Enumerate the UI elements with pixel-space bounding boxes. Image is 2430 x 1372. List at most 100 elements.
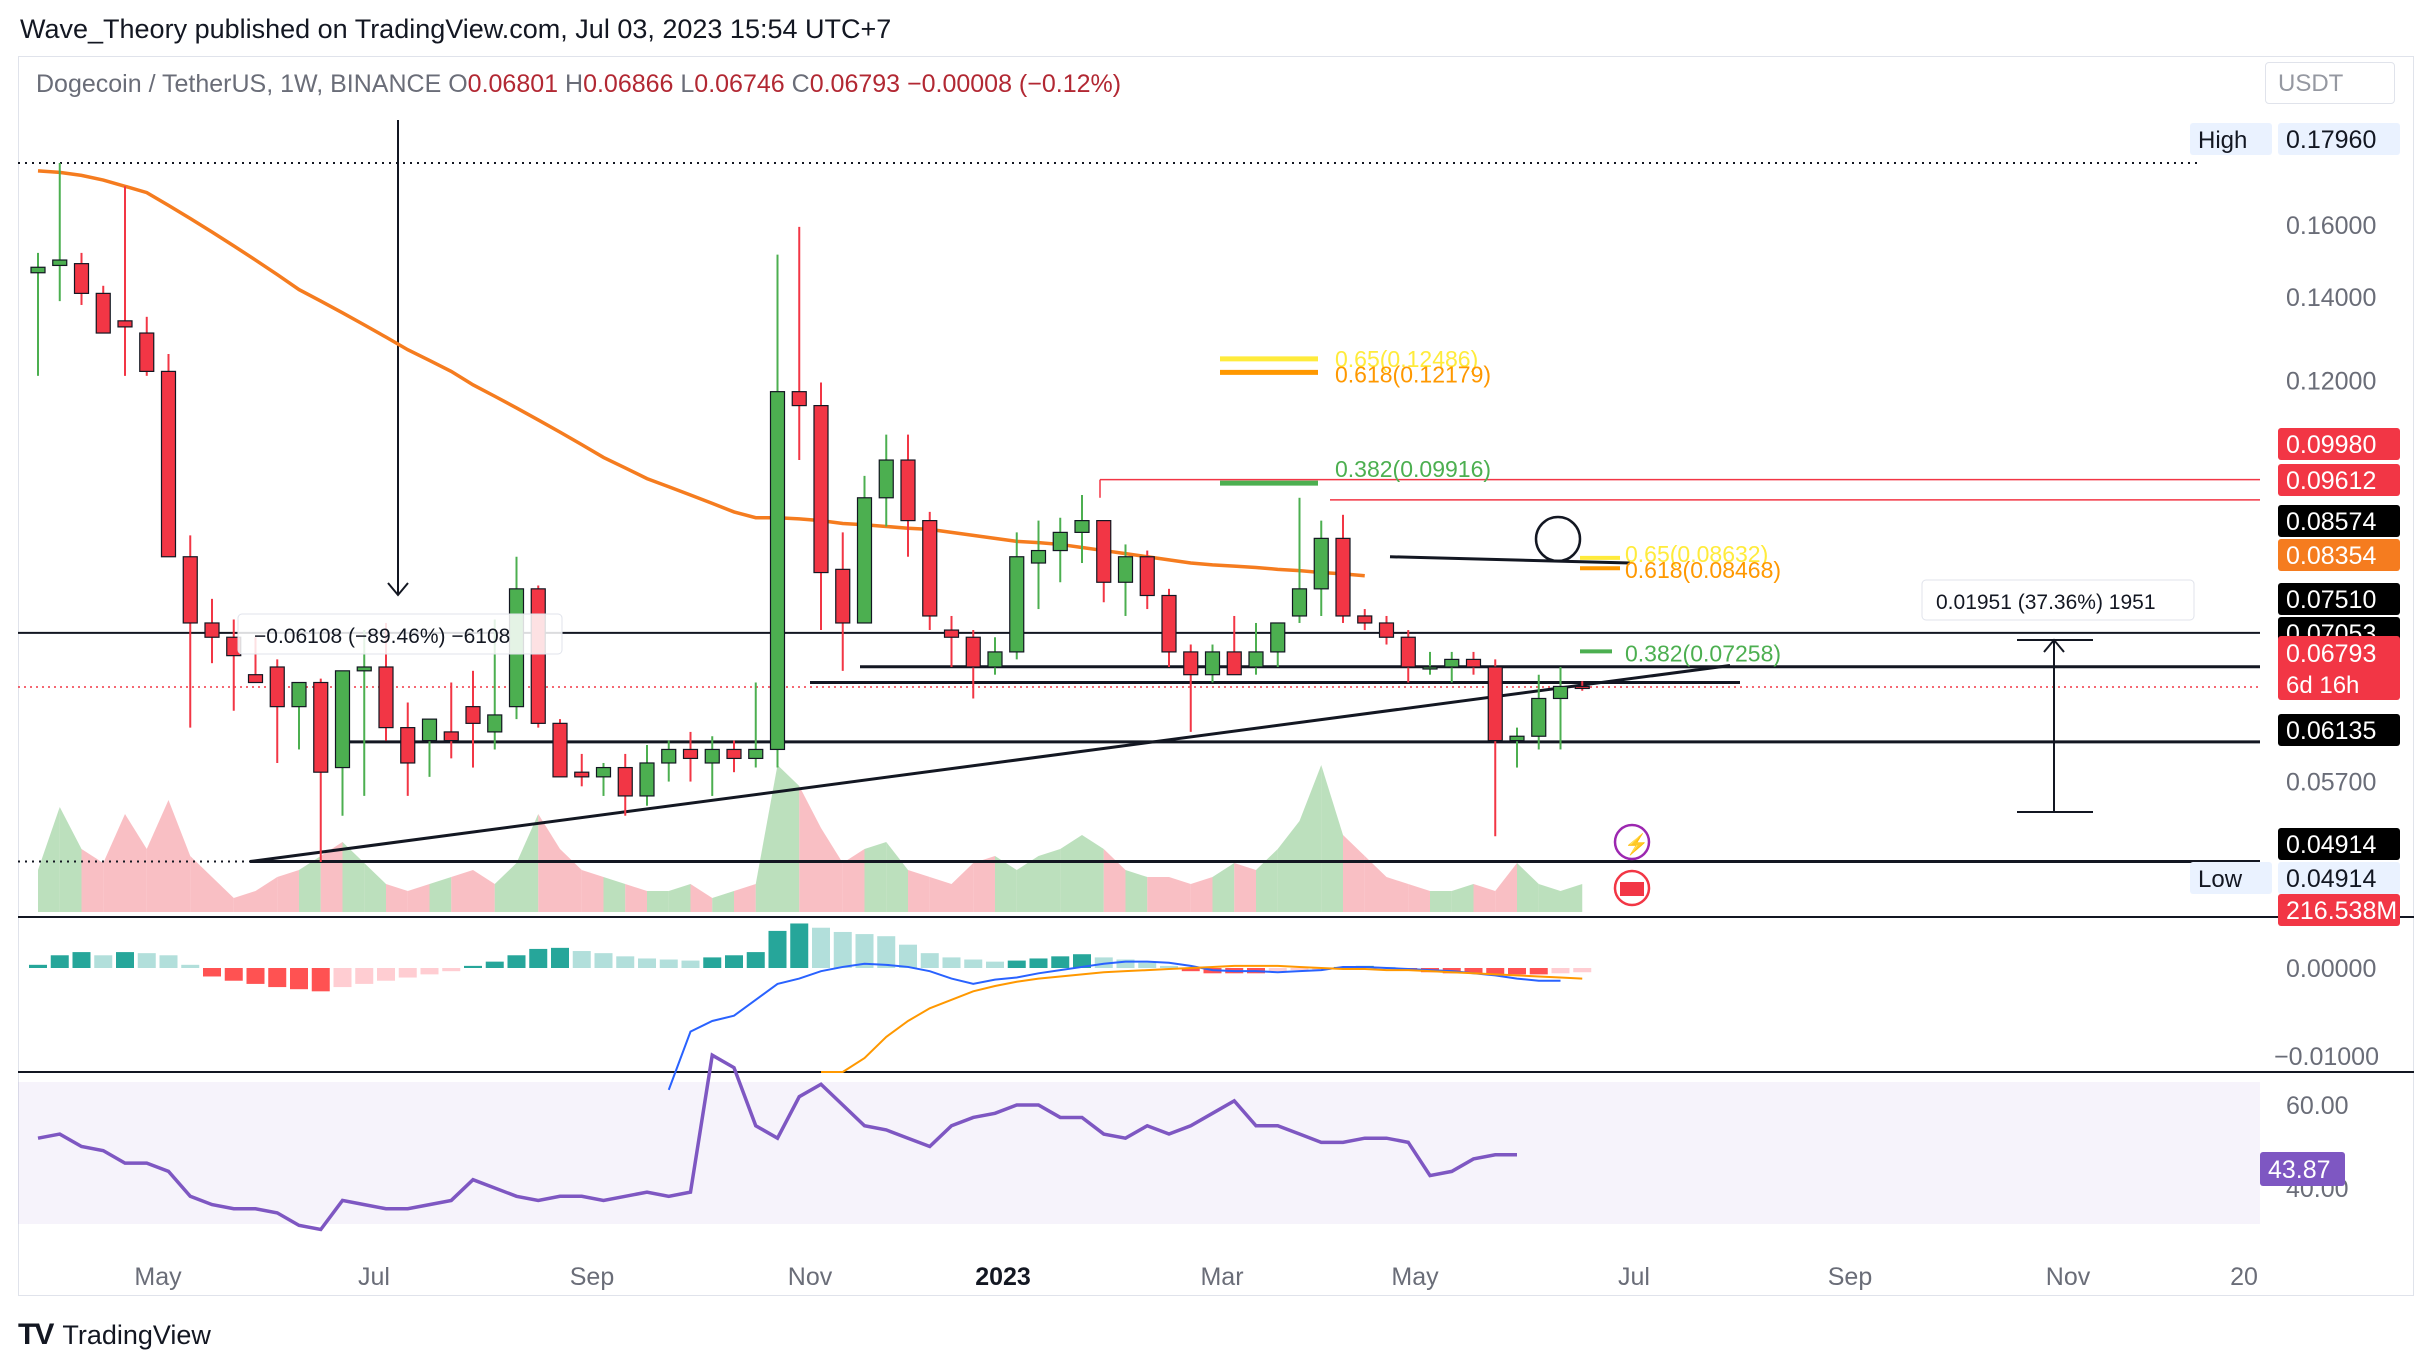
candle [160,354,177,558]
time-tick-label: May [134,1263,182,1291]
candle [1052,517,1068,583]
volume-area-segment [995,856,1017,912]
macd-histogram-bar [94,955,113,968]
tradingview-brand[interactable]: TradingView [62,1319,211,1350]
volume-area-segment [690,884,713,912]
chart-frame [18,56,2414,1296]
candle [726,740,742,773]
candle-body [1552,685,1569,700]
price-label-bg [2278,862,2400,894]
candle-body [356,666,372,672]
volume-area-segment [1234,863,1256,912]
price-label: 0.09980 [2278,428,2400,460]
candle [574,753,590,787]
volume-area-segment [1299,765,1322,912]
macd-histogram-bar [485,961,504,968]
candle-body [117,320,133,328]
volume-area-segment [712,891,734,912]
volume-area-segment [1495,863,1517,912]
macd-histogram-bar [1268,968,1287,972]
candle [182,535,198,728]
macd-histogram-bar [398,968,417,978]
macd-histogram-bar [899,944,917,968]
candle-body [791,391,807,407]
price-label-bg [2278,636,2400,700]
candle-body [748,748,764,760]
candle [73,252,90,305]
measure-left-label: −0.06108 (−89.46%) −6108 [254,625,510,648]
volume-area-segment [1321,765,1343,912]
tradingview-logo-icon: TV [18,1318,54,1351]
currency-selector[interactable]: USDT [2265,62,2395,104]
macd-histogram-bar [746,952,765,968]
macd-histogram-bar [833,931,852,968]
candle-body [1291,588,1308,617]
rising-trendline [249,663,1731,864]
candle [1487,659,1503,837]
publisher-header: Wave_Theory published on TradingView.com… [20,14,892,44]
candle-body [1117,556,1134,583]
volume-area-segment [755,765,778,912]
candle [682,731,699,782]
volume-area-segment [864,842,887,912]
macd-tick-label: 0.00000 [2286,955,2376,983]
candle-body [726,748,742,760]
macd-histogram-bar [920,953,939,968]
candle-body [682,748,699,760]
candle-body [465,706,481,724]
price-label-bg [2278,505,2400,537]
price-tag-text: Low [2198,866,2243,893]
candle-body [1161,594,1177,653]
volume-area-segment [299,856,321,912]
price-label-text: 0.07510 [2286,586,2376,614]
volume-area-segment [59,807,82,912]
macd-histogram-bar [50,955,69,968]
price-tick-label: 0.16000 [2286,212,2376,240]
price-label-text: 216.538M [2286,897,2397,925]
lightning-event-icon[interactable] [1613,823,1651,861]
time-tick-label: May [1391,1263,1439,1291]
price-label-text: 0.06793 [2286,640,2376,668]
macd-histogram-bar [137,953,156,968]
macd-histogram-bar [986,961,1004,968]
high-label: H [565,70,584,98]
candle [1117,544,1134,616]
candle [595,762,612,796]
macd-histogram-bar [1073,954,1091,968]
candle [1422,651,1438,675]
volume-area-segment [1060,835,1082,912]
candle [1204,644,1221,683]
measure-right-label: 0.01951 (37.36%) 1951 [1936,591,2156,614]
time-tick-label: Nov [788,1263,833,1291]
macd-histogram-bar [703,957,722,968]
candle-body [52,259,68,267]
price-label-text: 0.08574 [2286,508,2376,536]
candle [1444,651,1460,683]
time-tick-label: Sep [1828,1263,1872,1291]
macd-histogram-bar [1007,960,1026,968]
volume-area-segment [973,856,995,912]
volume-area-segment [777,765,800,912]
candle [552,719,568,778]
candle [1074,494,1090,564]
candle [791,226,807,461]
price-tag-bg [2190,862,2272,894]
price-label: 216.538M [2278,894,2400,926]
fib-0382-mid-label: 0.382(0.07258) [1625,640,1781,666]
price-label: 0.07510 [2278,583,2400,615]
price-label-text: 0.04914 [2286,831,2376,859]
price-tick-label: 0.05700 [2286,769,2376,797]
price-label-text: 0.17960 [2286,126,2376,154]
symbol-name[interactable]: Dogecoin / TetherUS, 1W, BINANCE [36,70,442,98]
volume-area-segment [951,863,974,912]
candle [530,585,546,728]
volume-area-segment [1343,835,1365,912]
fib-065-top-label: 0.65(0.12486) [1335,346,1478,372]
macd-histogram-bar [1160,965,1178,968]
candle [1009,532,1025,660]
candle [421,718,438,777]
volume-area-segment [212,877,234,912]
candle-body [922,520,938,617]
